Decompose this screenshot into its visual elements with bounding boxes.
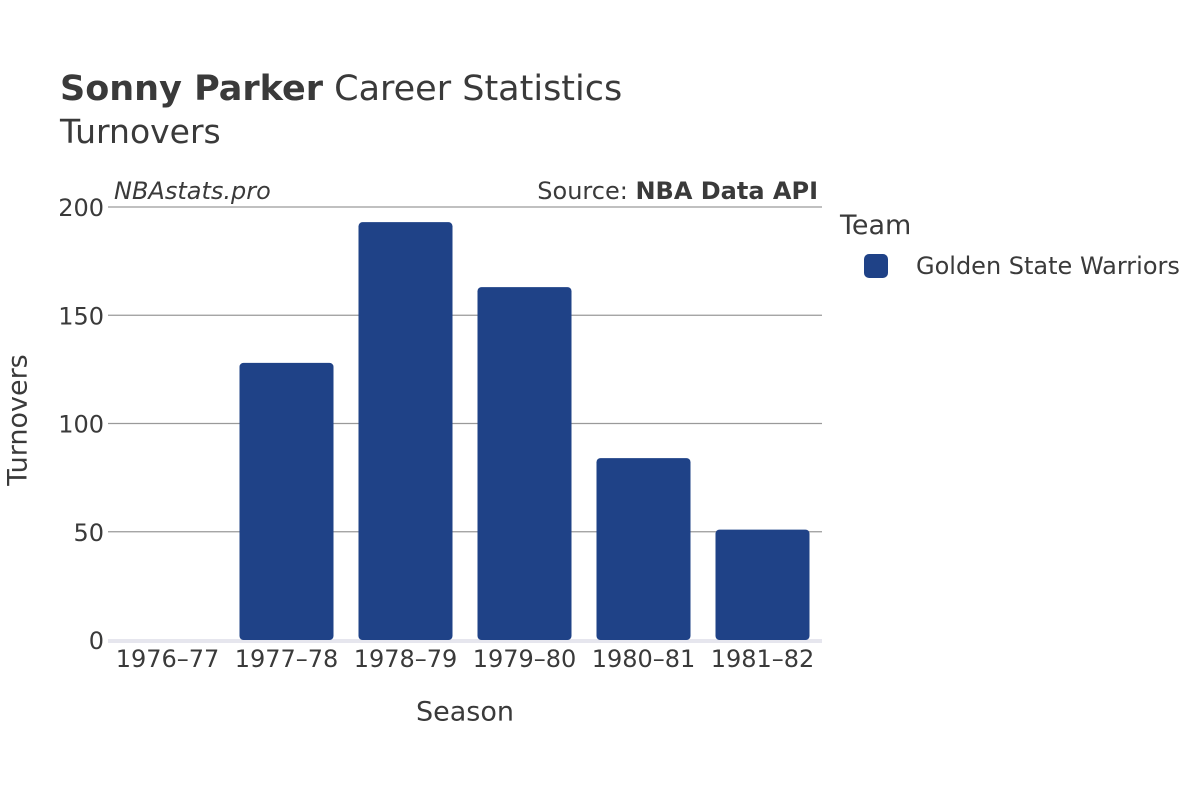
bar-1977–78[interactable] (239, 362, 334, 640)
y-tick-labels: 0 50 100 150 200 (58, 194, 104, 655)
y-tick-label: 50 (73, 519, 104, 547)
x-tick-label: 1976–77 (116, 645, 220, 673)
legend-swatch (864, 254, 888, 278)
x-tick-labels: 1976–77 1977–78 1978–79 1979–80 1980–81 1981–… (116, 645, 815, 673)
legend-title: Team (840, 210, 912, 241)
source-prefix: Source: (537, 177, 636, 205)
x-axis-title: Season (416, 696, 514, 728)
x-axis-baseline (108, 639, 822, 643)
legend-item-golden-state-warriors[interactable]: Golden State Warriors (864, 252, 1180, 280)
chart-title-rest: Career Statistics (323, 69, 623, 109)
x-tick-label: 1981–82 (711, 645, 815, 673)
chart-title: Sonny Parker Career Statistics (60, 68, 622, 110)
source-name: NBA Data API (635, 177, 818, 205)
bar-1980–81[interactable] (596, 458, 691, 640)
y-tick-label: 200 (58, 194, 104, 222)
chart-subtitle: Turnovers (60, 112, 221, 151)
player-name: Sonny Parker (60, 69, 324, 109)
watermark: NBAstats.pro (114, 177, 271, 205)
x-tick-label: 1980–81 (592, 645, 696, 673)
bar-1981–82[interactable] (715, 529, 810, 640)
y-axis-title: Turnovers (2, 354, 34, 486)
grid-lines (108, 206, 822, 643)
y-tick-label: 0 (89, 627, 104, 655)
x-tick-label: 1977–78 (235, 645, 339, 673)
x-tick-label: 1979–80 (473, 645, 577, 673)
x-tick-label: 1978–79 (354, 645, 458, 673)
bars (239, 222, 810, 640)
bar-1978–79[interactable] (358, 222, 453, 640)
legend-label: Golden State Warriors (916, 252, 1180, 280)
source-credit: Source: NBA Data API (537, 177, 818, 205)
y-tick-label: 150 (58, 302, 104, 330)
y-tick-label: 100 (58, 411, 104, 439)
bar-1979–80[interactable] (477, 287, 572, 640)
